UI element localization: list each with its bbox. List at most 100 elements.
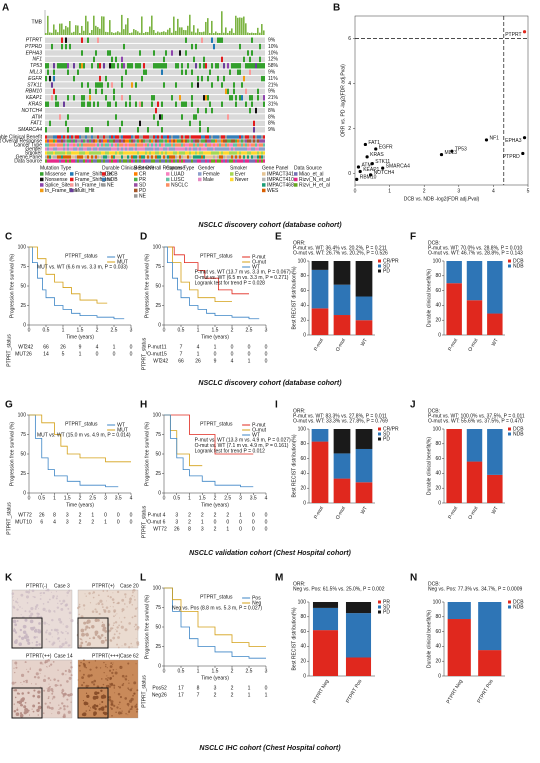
ihc-cell bbox=[30, 626, 35, 631]
legend-swatch bbox=[378, 264, 381, 268]
track-cell bbox=[153, 143, 155, 147]
mutation-cell bbox=[59, 63, 61, 69]
track-cell bbox=[151, 159, 153, 163]
track-cell bbox=[259, 159, 261, 163]
ihc-cell bbox=[117, 711, 122, 715]
ihc-cell bbox=[35, 683, 37, 685]
legend-item: DCB bbox=[513, 426, 524, 432]
y-tick-label: 0 bbox=[158, 490, 161, 496]
track-cell bbox=[233, 135, 235, 139]
track-cell bbox=[205, 139, 207, 143]
gene-label: PTPRT bbox=[26, 38, 43, 44]
stat-line: O-mut vs. WT: 46.7% vs. 28.8%, P = 0.143 bbox=[428, 250, 523, 256]
panel-label: I bbox=[275, 400, 278, 411]
legend-swatch bbox=[508, 427, 511, 431]
ihc-cell bbox=[57, 602, 59, 604]
ihc-cell bbox=[51, 618, 54, 622]
tmb-bar bbox=[171, 32, 173, 35]
mutation-cell bbox=[97, 101, 99, 107]
gene-label: RBM10 bbox=[25, 89, 42, 95]
ihc-cell bbox=[26, 668, 28, 670]
tmb-bar bbox=[199, 32, 201, 35]
track-cell bbox=[179, 139, 181, 143]
track-cell bbox=[223, 155, 225, 159]
ihc-cell bbox=[24, 661, 27, 664]
mutation-cell bbox=[63, 101, 65, 107]
track-cell bbox=[165, 143, 167, 147]
mutation-cell bbox=[99, 63, 101, 69]
gene-row bbox=[45, 75, 265, 82]
track-cell bbox=[223, 139, 225, 143]
risk-count: 0 bbox=[239, 519, 242, 525]
track-cell bbox=[243, 139, 245, 143]
caption: NSCLC discovery cohort (database cohort) bbox=[198, 222, 342, 229]
legend-item: WT bbox=[117, 254, 125, 260]
tmb-bar bbox=[173, 16, 175, 35]
mutation-cell bbox=[159, 114, 161, 120]
track-cell bbox=[219, 139, 221, 143]
track-cell bbox=[47, 143, 49, 147]
gene-row bbox=[45, 127, 265, 133]
tmb-bar bbox=[49, 32, 51, 35]
ihc-cell bbox=[113, 615, 115, 618]
track-cell bbox=[201, 139, 203, 143]
mutation-cell bbox=[157, 101, 159, 107]
track-cell bbox=[191, 139, 193, 143]
ihc-cell bbox=[12, 619, 17, 624]
scatter-point bbox=[356, 165, 361, 169]
y-axis-label: Best RECIST distribution(%) bbox=[291, 607, 297, 670]
legend-item: Never bbox=[235, 177, 249, 183]
y-tick-label: 100 bbox=[433, 599, 442, 605]
mutation-cell bbox=[53, 69, 55, 75]
mutation-cell bbox=[117, 63, 119, 69]
track-cell bbox=[57, 155, 59, 159]
track-cell bbox=[111, 143, 113, 147]
bar-segment bbox=[355, 261, 373, 297]
track-cell bbox=[67, 139, 69, 143]
ihc-cell bbox=[136, 643, 140, 646]
ihc-cell bbox=[84, 593, 86, 595]
ihc-grade: PTPRT(-) bbox=[26, 583, 48, 589]
track-cell bbox=[209, 147, 211, 151]
risk-row-label: O-mut bbox=[147, 351, 162, 357]
ihc-cell bbox=[21, 692, 24, 695]
track-cell bbox=[235, 139, 237, 143]
track-cell bbox=[247, 151, 249, 155]
ihc-cell bbox=[25, 638, 30, 642]
track-cell bbox=[151, 139, 153, 143]
track-cell bbox=[113, 143, 115, 147]
ihc-cell bbox=[92, 695, 97, 700]
track-cell bbox=[45, 147, 47, 151]
ihc-cell bbox=[42, 663, 44, 665]
track-cell bbox=[245, 155, 247, 159]
track-cell bbox=[191, 143, 193, 147]
mutation-cell bbox=[217, 63, 219, 69]
ihc-cell bbox=[44, 661, 47, 664]
mutation-cell bbox=[143, 63, 145, 69]
track-cell bbox=[237, 139, 239, 143]
ihc-cell bbox=[36, 636, 38, 638]
ihc-cell bbox=[79, 670, 81, 672]
ihc-cell bbox=[124, 596, 127, 598]
tmb-bar bbox=[63, 29, 65, 35]
track-cell bbox=[109, 159, 111, 163]
risk-title: PTPRT_status bbox=[6, 334, 12, 367]
track-cell bbox=[81, 143, 83, 147]
x-tick-label: 1 bbox=[197, 668, 200, 674]
track-cell bbox=[95, 147, 97, 151]
track-cell bbox=[249, 159, 251, 163]
track-cell bbox=[113, 155, 115, 159]
track-cell bbox=[173, 147, 175, 151]
ihc-cell bbox=[53, 678, 56, 681]
ihc-cell bbox=[136, 710, 138, 713]
mutation-cell bbox=[193, 114, 195, 120]
gene-label: NOTCH4 bbox=[21, 108, 42, 114]
x-tick-label: 3 bbox=[130, 327, 133, 333]
track-cell bbox=[49, 147, 51, 151]
track-cell bbox=[239, 139, 241, 143]
ihc-cell bbox=[66, 705, 69, 708]
track-cell bbox=[223, 147, 225, 151]
legend-swatch bbox=[70, 188, 74, 193]
track-cell bbox=[67, 147, 69, 151]
mutation-cell bbox=[101, 82, 103, 88]
